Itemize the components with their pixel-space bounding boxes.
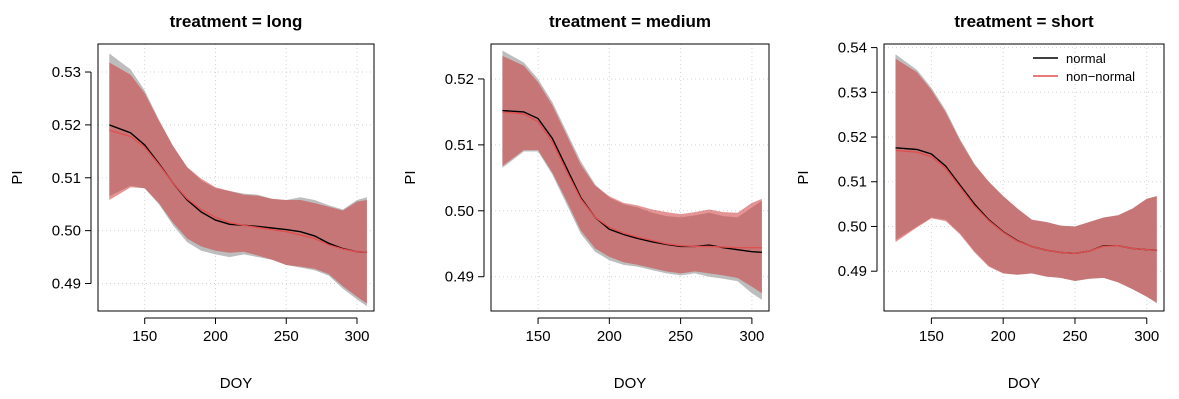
y-tick-label: 0.51: [445, 137, 474, 154]
x-tick-label: 300: [344, 328, 369, 345]
y-tick-label: 0.52: [838, 129, 867, 146]
plot-frame: [97, 43, 375, 312]
panel-2: 150 200 250 300 0.49 0.50 0.51 0.52 treatment = …: [402, 12, 770, 392]
x-tick-label: 250: [1062, 328, 1087, 345]
y-tick-label: 0.49: [52, 276, 81, 293]
x-tick-label: 300: [1134, 328, 1159, 345]
series-line-non-normal: [895, 149, 1157, 255]
panel-title: treatment = medium: [549, 12, 711, 31]
x-tick-label: 200: [597, 328, 622, 345]
y-tick-label: 0.54: [838, 40, 867, 57]
x-tick-label: 200: [991, 328, 1016, 345]
x-tick-label: 150: [526, 328, 551, 345]
plot-frame: [883, 43, 1165, 312]
panel-title: treatment = long: [170, 12, 303, 31]
y-tick-label: 0.49: [838, 263, 867, 280]
confidence-band-non-normal: [895, 58, 1157, 303]
y-tick-label: 0.52: [445, 71, 474, 88]
legend: normal non−normal: [1033, 51, 1135, 84]
legend-label-non-normal: non−normal: [1066, 69, 1135, 84]
x-tick-label: 200: [203, 328, 228, 345]
y-tick-label: 0.51: [838, 174, 867, 191]
x-tick-label: 250: [668, 328, 693, 345]
y-tick-label: 0.49: [445, 269, 474, 286]
x-tick-label: 150: [919, 328, 944, 345]
confidence-band-non-normal: [502, 55, 762, 294]
x-tick-label: 250: [274, 328, 299, 345]
series-line-non-normal: [502, 111, 762, 249]
x-tick-label: 300: [739, 328, 764, 345]
x-axis-title: DOY: [614, 375, 647, 392]
x-axis-title: DOY: [220, 375, 253, 392]
y-tick-label: 0.53: [52, 64, 81, 81]
confidence-band-non-normal: [109, 62, 367, 304]
plot-frame: [490, 43, 770, 312]
panel-3: 150 200 250 300 0.49 0.50 0.51 0.52 0.53 0.54 trea…: [795, 12, 1165, 392]
y-axis-title: PI: [9, 170, 26, 184]
y-axis-title: PI: [402, 170, 419, 184]
y-axis-title: PI: [795, 170, 812, 184]
x-axis-title: DOY: [1008, 375, 1041, 392]
panel-title: treatment = short: [954, 12, 1094, 31]
y-tick-label: 0.50: [52, 223, 81, 240]
series-line-non-normal: [109, 129, 367, 253]
legend-label-normal: normal: [1066, 51, 1106, 66]
y-tick-label: 0.50: [445, 203, 474, 220]
panel-1: 150 200 250 300 0.49 0.50 0.51 0.52 0.53 treatmen…: [9, 12, 375, 392]
y-tick-label: 0.50: [838, 218, 867, 235]
y-tick-label: 0.52: [52, 117, 81, 134]
y-tick-label: 0.53: [838, 84, 867, 101]
y-tick-label: 0.51: [52, 170, 81, 187]
x-tick-label: 150: [132, 328, 157, 345]
